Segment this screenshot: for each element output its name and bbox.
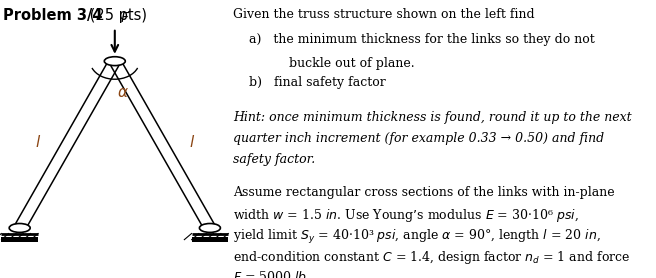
Circle shape (199, 224, 220, 232)
Text: a)   the minimum thickness for the links so they do not: a) the minimum thickness for the links s… (249, 33, 595, 46)
Text: $\alpha$: $\alpha$ (117, 86, 129, 100)
Text: safety factor.: safety factor. (233, 153, 315, 166)
Circle shape (104, 57, 125, 66)
FancyBboxPatch shape (1, 237, 38, 242)
Text: width $w$ = 1.5 $in$. Use Young’s modulus $E$ = 30·10⁶ $psi$,: width $w$ = 1.5 $in$. Use Young’s modulu… (233, 207, 579, 224)
Text: $l$: $l$ (35, 134, 41, 150)
FancyBboxPatch shape (192, 237, 228, 242)
Text: Assume rectangular cross sections of the links with in-plane: Assume rectangular cross sections of the… (233, 186, 615, 199)
Text: yield limit $S_y$ = 40·10³ $psi$, angle $\alpha$ = 90°, length $l$ = 20 $in$,: yield limit $S_y$ = 40·10³ $psi$, angle … (233, 228, 601, 246)
Text: Problem 3/4: Problem 3/4 (3, 8, 103, 23)
Text: $F$ = 5000 $lb$.: $F$ = 5000 $lb$. (233, 270, 310, 278)
Text: quarter inch increment (for example 0.33 → 0.50) and find: quarter inch increment (for example 0.33… (233, 132, 604, 145)
Text: $F$: $F$ (120, 11, 130, 25)
Text: Given the truss structure shown on the left find: Given the truss structure shown on the l… (233, 8, 535, 21)
Text: buckle out of plane.: buckle out of plane. (289, 57, 415, 70)
Text: (25 pts): (25 pts) (85, 8, 148, 23)
Text: Hint: once minimum thickness is found, round it up to the next: Hint: once minimum thickness is found, r… (233, 111, 632, 124)
Text: b)   final safety factor: b) final safety factor (249, 76, 386, 90)
Text: end-condition constant $C$ = 1.4, design factor $n_d$ = 1 and force: end-condition constant $C$ = 1.4, design… (233, 249, 630, 266)
Circle shape (9, 224, 30, 232)
Text: $l$: $l$ (189, 134, 195, 150)
